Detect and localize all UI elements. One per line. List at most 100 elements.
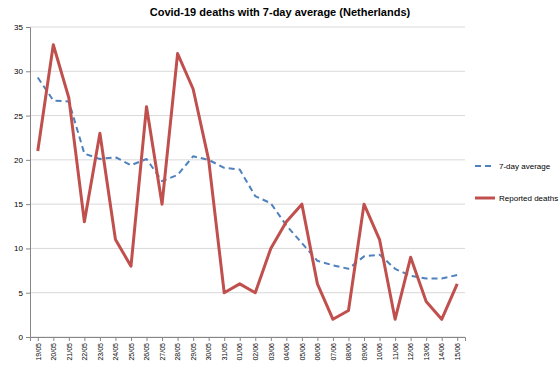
grid [30, 27, 465, 337]
y-tick-label: 20 [14, 156, 23, 165]
x-tick-label: 23/05 [97, 343, 104, 361]
x-tick-label: 20/05 [50, 343, 57, 361]
y-tick: 10 [14, 244, 30, 253]
x-tick-mark [162, 337, 163, 341]
x-tick-mark [53, 337, 54, 341]
x-tick-label: 02/06 [252, 343, 259, 361]
y-tick: 35 [14, 23, 30, 32]
y-tick-mark [26, 337, 30, 338]
x-tick: 12/06 [407, 337, 414, 361]
x-tick-label: 25/05 [128, 343, 135, 361]
x-tick-mark [115, 337, 116, 341]
x-tick: 13/06 [423, 337, 430, 361]
y-axis: 0 5 10 15 20 25 30 35 [14, 23, 30, 342]
grid-line [30, 71, 465, 72]
x-tick-mark [84, 337, 85, 341]
y-tick: 0 [19, 333, 30, 342]
x-tick: 19/05 [35, 337, 42, 361]
x-tick: 27/05 [159, 337, 166, 361]
x-tick-mark [224, 337, 225, 341]
y-tick: 20 [14, 156, 30, 165]
x-tick-label: 01/06 [236, 343, 243, 361]
x-tick-label: 06/06 [314, 343, 321, 361]
x-tick-label: 12/06 [407, 343, 414, 361]
series-line [38, 45, 457, 320]
y-tick-label: 30 [14, 67, 23, 76]
x-tick-label: 31/05 [221, 343, 228, 361]
x-tick-mark [271, 337, 272, 341]
legend-label: Reported deaths [499, 194, 558, 203]
x-tick-mark [348, 337, 349, 341]
x-tick: 14/06 [438, 337, 445, 361]
x-tick-mark [147, 337, 148, 341]
legend: 7-day average Reported deaths [475, 162, 558, 203]
y-tick: 15 [14, 200, 30, 209]
x-tick: 11/06 [392, 337, 399, 360]
x-tick-mark [426, 337, 427, 341]
x-tick-mark [193, 337, 194, 341]
x-tick-label: 13/06 [423, 343, 430, 361]
x-tick-label: 08/06 [345, 343, 352, 361]
x-tick: 21/05 [66, 337, 73, 361]
x-tick-mark [411, 337, 412, 341]
y-tick-label: 25 [14, 112, 23, 121]
x-tick-mark [302, 337, 303, 341]
x-axis: 19/0520/0521/0522/0523/0524/0525/0526/05… [31, 337, 466, 361]
x-tick-label: 22/05 [81, 343, 88, 361]
x-tick-mark [38, 337, 39, 341]
x-tick-mark [131, 337, 132, 341]
x-tick: 03/06 [268, 337, 275, 361]
y-tick-label: 15 [14, 200, 23, 209]
x-tick-label: 29/05 [190, 343, 197, 361]
x-tick: 04/06 [283, 337, 290, 361]
y-tick-mark [26, 116, 30, 117]
x-tick: 09/06 [361, 337, 368, 361]
y-tick-mark [26, 293, 30, 294]
y-axis-line [26, 28, 31, 338]
plot: 0 5 10 15 20 25 30 35 19/05 20/05 21/05 22/05 23/05 2… [14, 23, 465, 360]
x-tick-label: 03/06 [268, 343, 275, 361]
x-tick-mark [457, 337, 458, 341]
x-tick-mark [209, 337, 210, 341]
y-tick: 5 [19, 289, 30, 298]
x-tick: 10/06 [376, 337, 383, 361]
x-tick-mark [380, 337, 381, 341]
x-tick-mark [286, 337, 287, 341]
y-tick-label: 10 [14, 244, 23, 253]
x-tick-label: 11/06 [392, 343, 399, 360]
x-tick: 02/06 [252, 337, 259, 361]
x-tick-label: 07/06 [330, 343, 337, 361]
x-tick-label: 27/05 [159, 343, 166, 361]
y-tick: 30 [14, 67, 30, 76]
y-tick-mark [26, 248, 30, 249]
x-tick-label: 24/05 [112, 343, 119, 361]
x-tick: 30/05 [205, 337, 212, 361]
x-tick: 20/05 [50, 337, 57, 361]
x-tick: 07/06 [330, 337, 337, 361]
y-tick-label: 35 [14, 23, 23, 32]
y-tick: 25 [14, 112, 30, 121]
y-tick-label: 5 [19, 289, 24, 298]
legend-swatch [475, 165, 495, 167]
x-tick: 15/06 [454, 337, 461, 361]
x-tick-label: 21/05 [66, 343, 73, 361]
grid-line [30, 204, 465, 205]
y-tick-mark [26, 160, 30, 161]
y-tick-mark [26, 204, 30, 205]
x-tick: 23/05 [97, 337, 104, 361]
x-tick: 24/05 [112, 337, 119, 361]
title: Covid-19 deaths with 7-day average (Neth… [150, 6, 411, 18]
x-tick-mark [100, 337, 101, 341]
x-tick: 25/05 [128, 337, 135, 361]
x-tick-label: 14/06 [438, 343, 445, 361]
x-tick: 22/05 [81, 337, 88, 361]
grid-line [30, 27, 465, 28]
x-tick-mark [317, 337, 318, 341]
series-line [38, 77, 457, 278]
grid-line [30, 115, 465, 116]
x-tick-mark [364, 337, 365, 341]
chart: 0 5 10 15 20 25 30 35 19/05 20/05 21/05 22/05 23/05 2… [0, 0, 560, 375]
x-tick: 05/06 [299, 337, 306, 361]
x-tick-label: 10/06 [376, 343, 383, 361]
legend-label: 7-day average [499, 162, 551, 171]
